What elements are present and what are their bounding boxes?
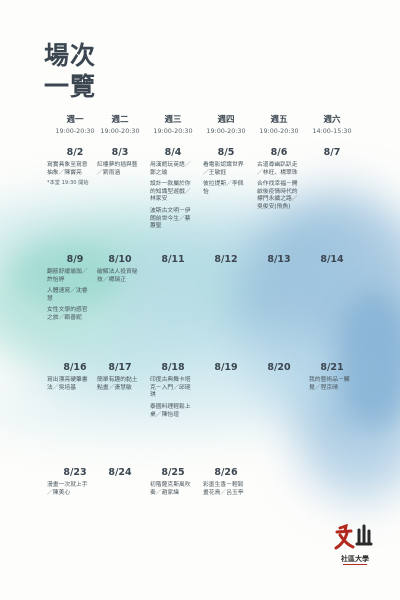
date-label: 8/25	[161, 467, 185, 478]
event-item: 翻筋舒緩瑜珈／許怡婷	[47, 269, 88, 283]
event-item: 波斯古文明－伊朗前世今生／蔡蕙聖	[150, 208, 191, 230]
date-label: 8/9	[66, 254, 84, 265]
day-name: 週四	[217, 115, 235, 125]
date-label: 8/2	[66, 147, 84, 158]
logo-text: 社區大學	[341, 554, 369, 563]
event-item: 我的藝術品－觸覺／程京晴	[309, 377, 350, 391]
day-header-mon: 週一 19:00-20:30	[48, 113, 102, 135]
event-item: 泰國料理輕鬆上桌／陳怡瑄	[150, 404, 191, 418]
date-label: 8/26	[214, 467, 238, 478]
event-item: 女性文學的感官之旅／賴善妮	[47, 307, 88, 321]
date-label: 8/16	[63, 362, 87, 373]
date-label: 8/23	[63, 467, 87, 478]
event-item: 破解法人投資秘技／楊瑞正	[97, 269, 138, 283]
event-item: 紅樓夢的插與藝／劉雨涵	[97, 162, 138, 176]
event-item: 合作找幸福－開啟後疫情時代的標門永續之路／吳俊安(飛魚)	[257, 181, 298, 210]
day-time: 19:00-20:30	[259, 127, 299, 135]
logo-mark	[334, 523, 373, 550]
day-header-fri: 週五 19:00-20:30	[252, 113, 306, 135]
event-item: 寫實具象至寫意抽象／陳竇亮	[47, 162, 88, 176]
date-label: 8/11	[161, 254, 185, 265]
event-item: 古道尋幽趴趴走／林旺、楊翠珠	[257, 162, 298, 176]
day-name: 週二	[111, 115, 129, 125]
date-label: 8/10	[108, 254, 132, 265]
title-line-1: 場次	[44, 41, 97, 70]
event-item: 彼拉提斯／李佩怡	[203, 181, 244, 195]
date-label: 8/20	[267, 362, 291, 373]
date-label: 8/6	[270, 147, 288, 158]
event-item: 寫出漂亮硬筆書法／吳培基	[47, 377, 88, 391]
day-time: 19:00-20:30	[100, 127, 140, 135]
day-header-tue: 週二 19:00-20:30	[93, 113, 147, 135]
day-name: 週三	[164, 115, 182, 125]
day-time: 19:00-20:30	[55, 127, 95, 135]
date-label: 8/12	[214, 254, 238, 265]
day-header-sat: 週六 14:00-15:30	[305, 113, 359, 135]
page-title: 場次 一覽	[44, 40, 96, 102]
day-time: 14:00-15:30	[312, 127, 352, 135]
day-name: 週一	[66, 115, 84, 125]
event-item: 印度古典舞卡塔克－入門／邱琬琪	[150, 377, 191, 399]
date-label: 8/4	[164, 147, 182, 158]
date-label: 8/17	[108, 362, 132, 373]
day-time: 19:00-20:30	[153, 127, 193, 135]
event-item: 漫畫一次就上手／陳美心	[47, 482, 88, 496]
day-header-thu: 週四 19:00-20:30	[199, 113, 253, 135]
date-label: 8/13	[267, 254, 291, 265]
day-name: 週六	[323, 115, 341, 125]
event-item: 看電影認識世界／王敏鈺	[203, 162, 244, 176]
logo-underline	[343, 564, 367, 565]
day-time: 19:00-20:30	[206, 127, 246, 135]
event-item: 初階薩克斯風吹奏／趙家緯	[150, 482, 191, 496]
date-label: 8/5	[217, 147, 235, 158]
date-label: 8/18	[161, 362, 185, 373]
event-item: 彩墨生香－輕鬆畫花鳥／呂玉亭	[203, 482, 244, 496]
day-header-wed: 週三 19:00-20:30	[146, 113, 200, 135]
date-label: 8/21	[320, 362, 344, 373]
start-time-note: *本堂 19:30 開始	[47, 180, 89, 186]
day-name: 週五	[270, 115, 288, 125]
event-item: 簡單有趣的黏土點畫／張慧敏	[97, 377, 138, 391]
date-label: 8/24	[108, 467, 132, 478]
event-item: 設計一款屬於你的知識型遊戲／林家安	[150, 181, 191, 203]
date-label: 8/3	[111, 147, 129, 158]
date-label: 8/7	[323, 147, 341, 158]
date-label: 8/14	[320, 254, 344, 265]
event-item: 人體速寫／沈睿慧	[47, 288, 88, 302]
title-line-2: 一覽	[44, 72, 97, 101]
date-label: 8/19	[214, 362, 238, 373]
event-item: 用漢館玩英語／鄭之瑜	[150, 162, 191, 176]
bunshan-community-college-logo: 社區大學	[331, 522, 379, 568]
